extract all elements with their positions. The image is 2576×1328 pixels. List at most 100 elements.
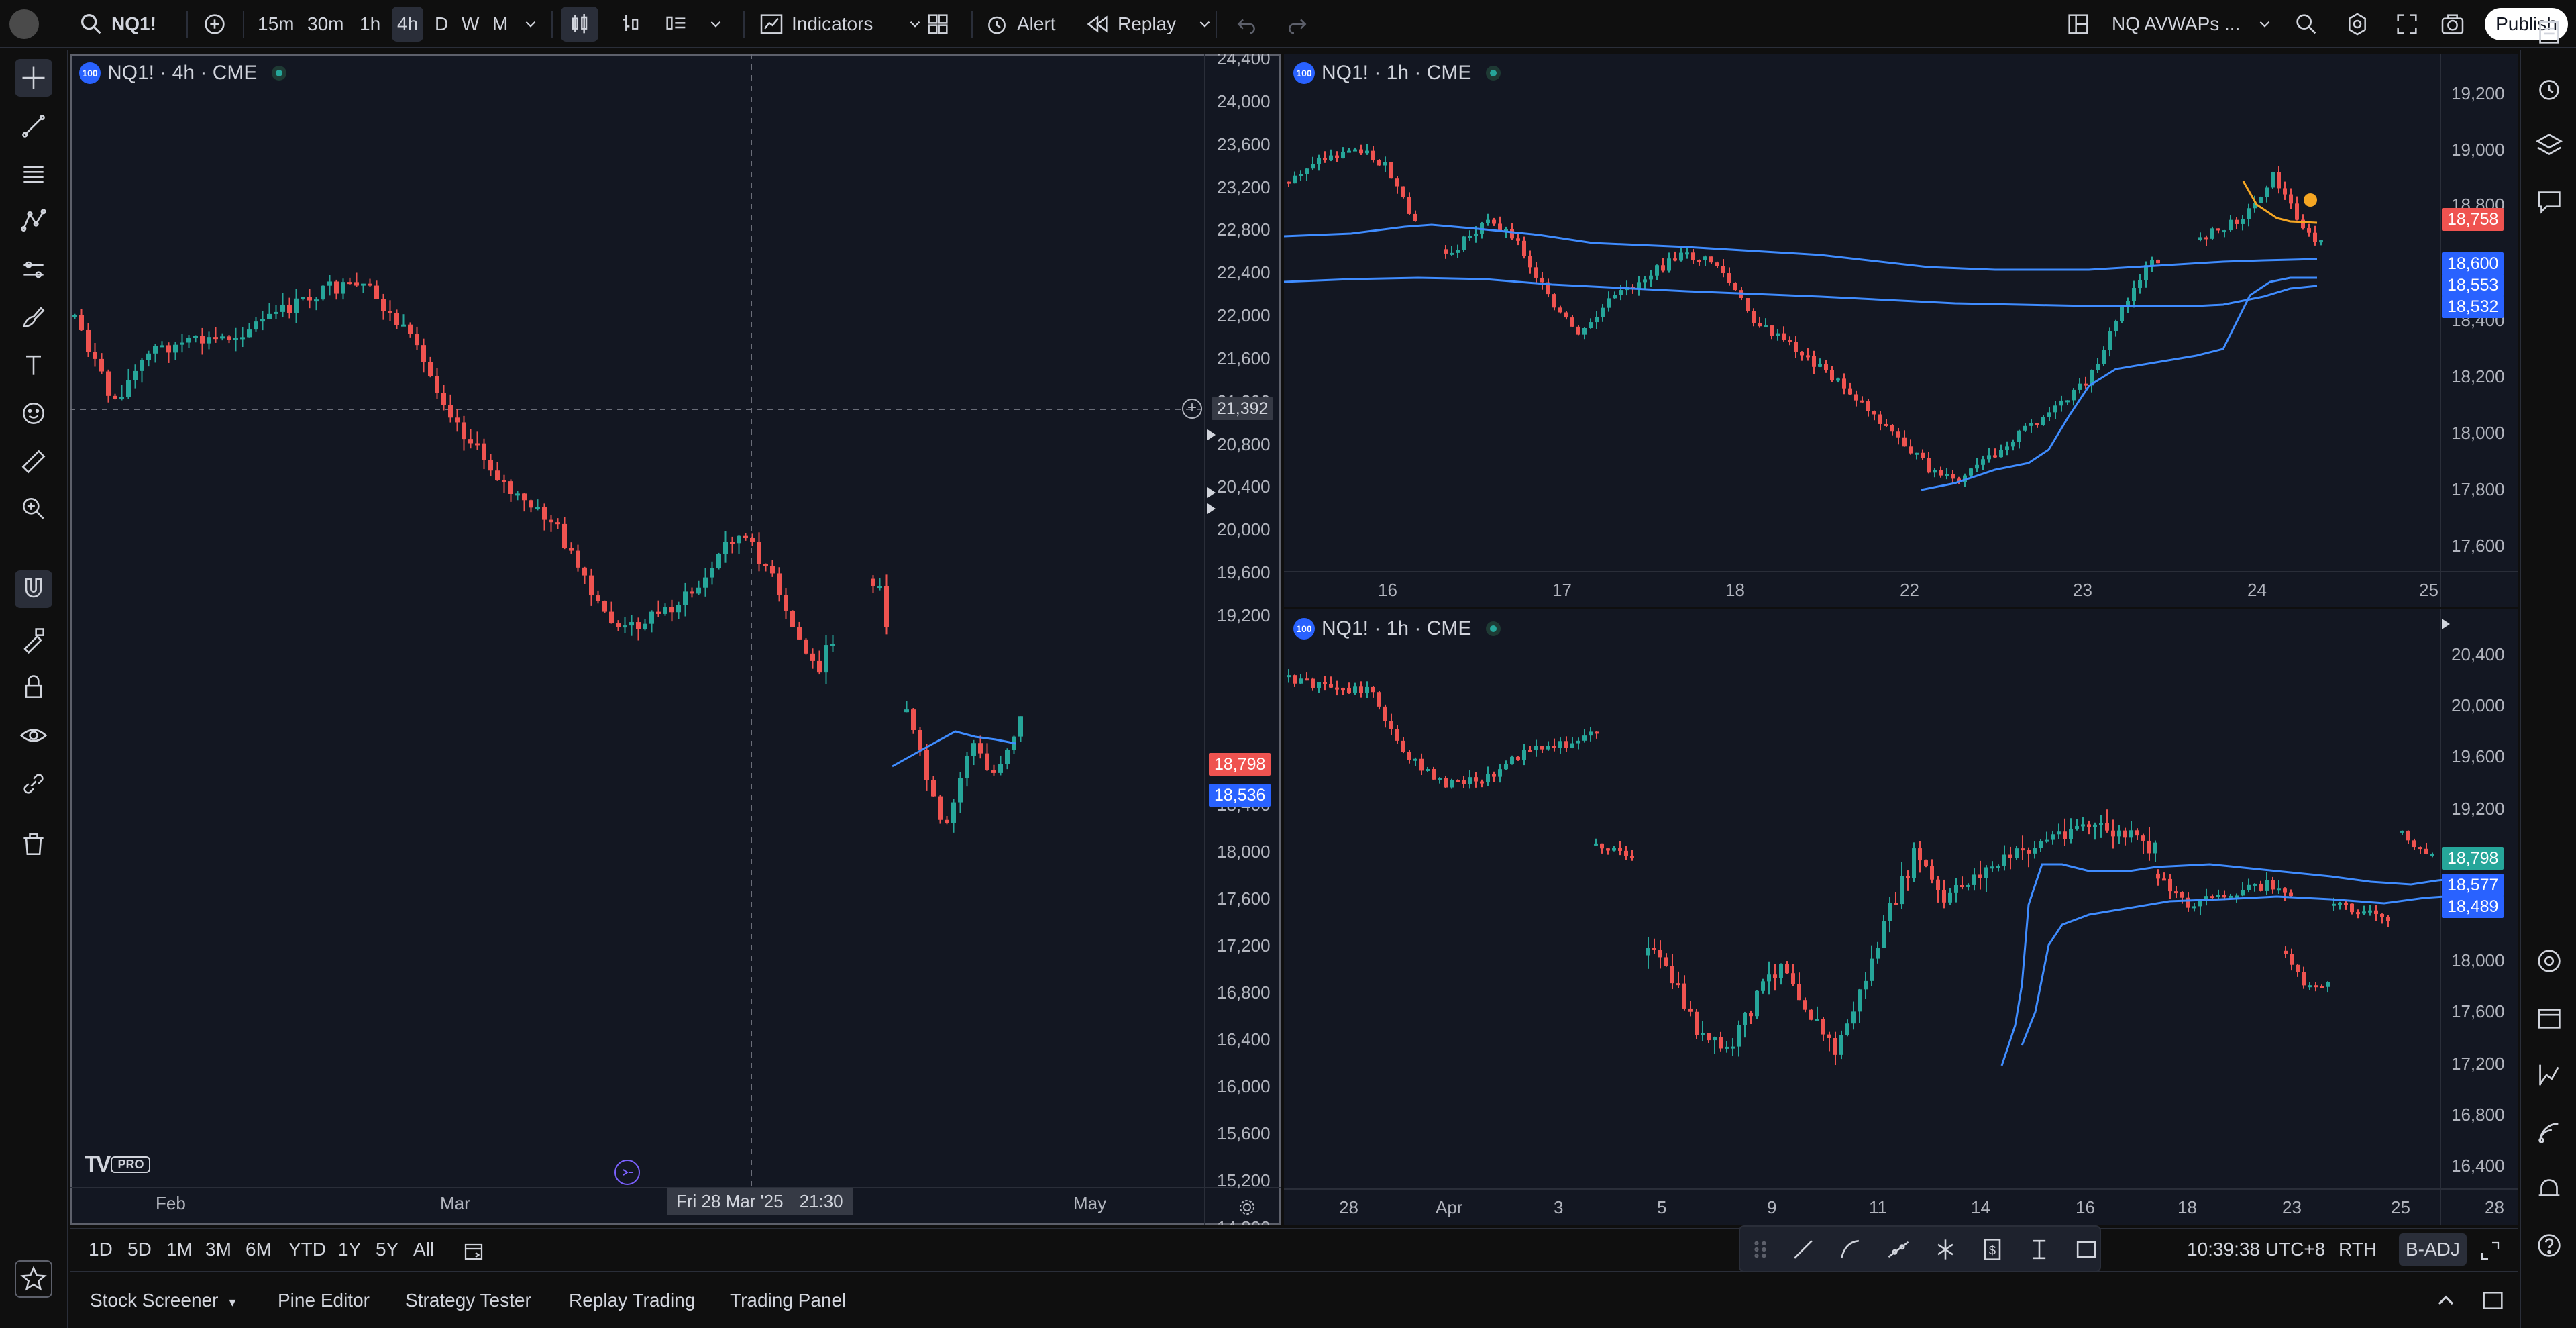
- last-price-label: 18,798: [1209, 753, 1271, 776]
- price-chart-1h-top[interactable]: [1284, 54, 2518, 607]
- notifications-button[interactable]: [2530, 1170, 2568, 1208]
- rectangle-icon[interactable]: [2072, 1235, 2101, 1264]
- tool-magnet-button[interactable]: [15, 570, 52, 608]
- clock[interactable]: 10:39:38 UTC+8: [2187, 1239, 2326, 1260]
- undo-button[interactable]: [1228, 7, 1265, 42]
- range-all[interactable]: All: [413, 1239, 435, 1260]
- streams-button[interactable]: [2530, 1114, 2568, 1152]
- range-5d[interactable]: 5D: [127, 1239, 152, 1260]
- interval-d[interactable]: D: [429, 7, 453, 42]
- layout-select-button[interactable]: NQ AVWAPs ...: [2059, 7, 2279, 42]
- user-avatar[interactable]: [9, 9, 39, 39]
- text-box-icon[interactable]: [2025, 1235, 2054, 1264]
- tool-fib-button[interactable]: [15, 156, 52, 193]
- candle: [2045, 831, 2049, 844]
- tool-pattern-button[interactable]: [15, 203, 52, 240]
- target-button[interactable]: [2530, 942, 2568, 980]
- alert-button[interactable]: Alert: [978, 7, 1061, 42]
- chart-type-candles[interactable]: [561, 7, 598, 42]
- chart-pane-1h-top[interactable]: 100 NQ1! · 1h · CME 19,200 19,000 18,800 18…: [1284, 54, 2518, 607]
- range-6m[interactable]: 6M: [246, 1239, 272, 1260]
- ideas-button[interactable]: [2530, 1056, 2568, 1094]
- adjustment-toggle[interactable]: B-ADJ: [2399, 1233, 2467, 1266]
- axis-settings-icon[interactable]: [1237, 1197, 1257, 1217]
- tool-lock-button[interactable]: [15, 668, 52, 706]
- pitchfork-icon[interactable]: [1931, 1235, 1960, 1264]
- jump-to-realtime-icon[interactable]: [614, 1160, 640, 1185]
- tab-strategy-tester[interactable]: Strategy Tester: [405, 1290, 531, 1311]
- collapse-panel-icon[interactable]: [2432, 1287, 2459, 1314]
- go-to-date-icon[interactable]: [462, 1239, 486, 1263]
- interval-4h[interactable]: 4h: [392, 7, 424, 42]
- help-button[interactable]: [2530, 1227, 2568, 1264]
- crosshair-add-icon[interactable]: +: [1182, 399, 1202, 419]
- tool-ruler-button[interactable]: [15, 443, 52, 480]
- interval-30m[interactable]: 30m: [302, 7, 349, 42]
- interval-w[interactable]: W: [456, 7, 484, 42]
- pane-legend[interactable]: 100 NQ1! · 1h · CME: [1293, 617, 1501, 640]
- tool-lock-drawing-button[interactable]: [15, 621, 52, 659]
- chart-pane-4h[interactable]: 100 NQ1! · 4h · CME 24,400 24,000 23,600 23…: [70, 54, 1281, 1225]
- compare-symbol-button[interactable]: [196, 7, 233, 42]
- snapshot-button[interactable]: [2434, 7, 2471, 42]
- pane-legend[interactable]: 100 NQ1! · 4h · CME: [79, 62, 287, 85]
- fullscreen-button[interactable]: [2388, 7, 2426, 42]
- tool-prediction-button[interactable]: [15, 251, 52, 289]
- range-1y[interactable]: 1Y: [338, 1239, 362, 1260]
- ray-icon[interactable]: [1835, 1235, 1865, 1264]
- range-3m[interactable]: 3M: [205, 1239, 231, 1260]
- tradingview-logo[interactable]: TV PRO: [85, 1152, 151, 1178]
- tool-text-button[interactable]: [15, 346, 52, 384]
- tool-trend-line-button[interactable]: [15, 107, 52, 145]
- tab-trading-panel[interactable]: Trading Panel: [730, 1290, 847, 1311]
- calendar-button[interactable]: [2530, 999, 2568, 1036]
- tool-crosshair-button[interactable]: [15, 59, 52, 97]
- layout-grid-button[interactable]: [919, 7, 957, 42]
- layers-button[interactable]: [2530, 126, 2568, 164]
- indicators-button[interactable]: Indicators: [753, 7, 929, 42]
- interval-1h[interactable]: 1h: [354, 7, 386, 42]
- settings-button[interactable]: [2339, 7, 2376, 42]
- candle: [1719, 1031, 1723, 1052]
- pane-legend[interactable]: 100 NQ1! · 1h · CME: [1293, 62, 1501, 85]
- range-5y[interactable]: 5Y: [376, 1239, 399, 1260]
- maximize-panel-icon[interactable]: [2479, 1287, 2506, 1314]
- maximize-icon[interactable]: [2478, 1239, 2502, 1263]
- candle: [669, 599, 674, 622]
- extended-line-icon[interactable]: [1884, 1235, 1913, 1264]
- publish-button[interactable]: Publish: [2485, 8, 2568, 40]
- tab-replay-trading[interactable]: Replay Trading: [569, 1290, 696, 1311]
- bar-chart-button[interactable]: [612, 7, 649, 42]
- tool-link-button[interactable]: [15, 765, 52, 803]
- tool-trash-button[interactable]: [15, 825, 52, 863]
- replay-button[interactable]: Replay: [1079, 7, 1219, 42]
- tool-zoom-in-button[interactable]: [15, 490, 52, 527]
- candle: [93, 343, 97, 367]
- tool-brush-button[interactable]: [15, 298, 52, 336]
- redo-button[interactable]: [1279, 7, 1316, 42]
- range-1m[interactable]: 1M: [166, 1239, 193, 1260]
- watchlist-button[interactable]: [2530, 13, 2568, 51]
- tab-stock-screener[interactable]: Stock Screener ▾: [90, 1290, 235, 1311]
- range-ytd[interactable]: YTD: [288, 1239, 326, 1260]
- indicator-templates-button[interactable]: [657, 7, 730, 42]
- symbol-search-button[interactable]: NQ1!: [72, 7, 162, 42]
- price-chart-1h-bottom[interactable]: [1284, 609, 2518, 1225]
- line-icon[interactable]: [1788, 1235, 1818, 1264]
- price-label-icon[interactable]: $: [1978, 1235, 2007, 1264]
- tab-pine-editor[interactable]: Pine Editor: [278, 1290, 370, 1311]
- interval-m[interactable]: M: [487, 7, 513, 42]
- range-1d[interactable]: 1D: [89, 1239, 113, 1260]
- favorites-button[interactable]: [15, 1260, 52, 1298]
- tool-eye-button[interactable]: [15, 717, 52, 754]
- session-toggle[interactable]: RTH: [2339, 1239, 2377, 1260]
- chart-pane-1h-bottom[interactable]: 100 NQ1! · 1h · CME 20,400 20,000 19,600 19…: [1284, 609, 2518, 1225]
- interval-15m[interactable]: 15m: [252, 7, 299, 42]
- chat-button[interactable]: [2530, 183, 2568, 220]
- drag-handle-icon[interactable]: [1746, 1235, 1775, 1264]
- alerts-button[interactable]: [2530, 70, 2568, 107]
- tool-emoji-button[interactable]: [15, 395, 52, 432]
- price-chart-4h[interactable]: [70, 54, 1281, 1225]
- quick-search-button[interactable]: [2288, 7, 2325, 42]
- interval-dropdown[interactable]: [517, 7, 545, 42]
